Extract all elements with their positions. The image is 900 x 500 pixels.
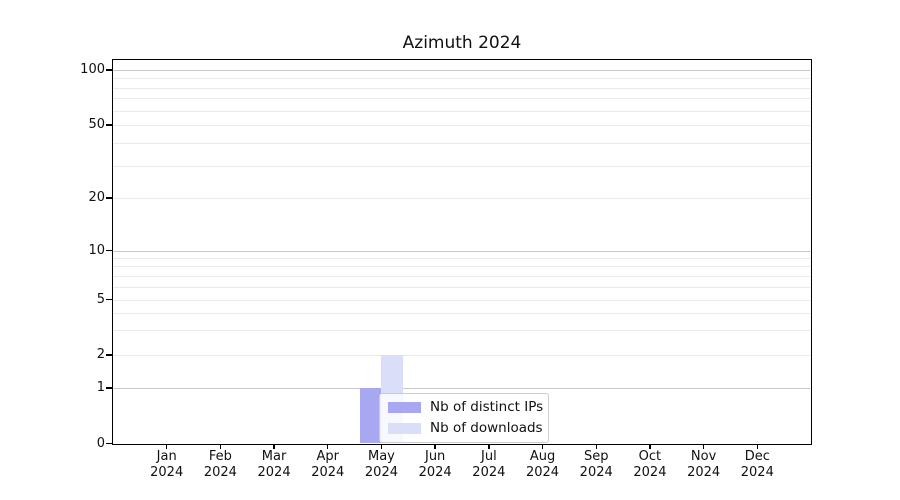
legend-entry: Nb of distinct IPs — [388, 399, 544, 415]
legend-label: Nb of downloads — [430, 420, 543, 436]
x-tick-label: Jul 2024 — [472, 449, 506, 480]
x-tick-label: Feb 2024 — [203, 449, 237, 480]
y-tick-mark — [106, 442, 112, 445]
y-tick-label: 100 — [80, 62, 105, 77]
x-tick-mark — [649, 444, 651, 449]
y-tick-mark — [106, 69, 112, 71]
chart-title: Azimuth 2024 — [402, 33, 522, 53]
gridline-major — [113, 388, 810, 389]
legend-entry: Nb of downloads — [388, 420, 543, 436]
gridline-minor — [113, 78, 810, 80]
legend-swatch-icon — [388, 422, 421, 434]
gridline-minor — [113, 98, 810, 100]
y-tick-mark — [106, 387, 112, 389]
x-tick-label: Dec 2024 — [740, 449, 774, 480]
y-tick-label: 2 — [96, 347, 105, 362]
gridline-minor — [113, 142, 810, 144]
x-tick-label: Apr 2024 — [311, 449, 345, 480]
gridline-minor — [113, 330, 810, 332]
x-tick-mark — [488, 444, 490, 449]
x-tick-label: Jun 2024 — [418, 449, 452, 480]
x-tick-mark — [541, 444, 544, 449]
x-tick-mark — [434, 444, 436, 449]
x-tick-label: Aug 2024 — [525, 449, 560, 480]
x-tick-label: May 2024 — [364, 449, 398, 480]
y-tick-mark — [106, 197, 112, 199]
y-tick-mark — [106, 354, 112, 356]
gridline-minor — [113, 198, 810, 199]
legend-label: Nb of distinct IPs — [430, 399, 544, 415]
legend-swatch-icon — [388, 401, 421, 413]
gridline-minor — [113, 266, 810, 268]
gridline-minor — [113, 286, 810, 288]
gridline-minor — [113, 275, 810, 277]
y-tick-label: 50 — [88, 117, 105, 132]
x-tick-label: Nov 2024 — [687, 449, 721, 480]
y-tick-label: 1 — [96, 380, 105, 395]
x-tick-label: Oct 2024 — [633, 449, 667, 480]
x-tick-label: Sep 2024 — [579, 449, 613, 480]
y-tick-mark — [106, 124, 112, 126]
plot-area — [112, 59, 812, 445]
x-tick-label: Jan 2024 — [150, 449, 184, 480]
x-tick-mark — [380, 444, 383, 449]
y-tick-mark — [106, 298, 112, 301]
x-tick-mark — [756, 444, 758, 449]
gridline-minor — [113, 257, 810, 259]
gridline-major — [113, 70, 810, 71]
y-tick-label: 5 — [96, 291, 105, 307]
gridline-minor — [113, 110, 810, 112]
gridline-minor — [113, 165, 810, 167]
gridline-minor — [113, 125, 810, 126]
gridline-minor — [113, 299, 810, 301]
gridline-minor — [113, 87, 810, 89]
y-tick-label: 10 — [88, 242, 105, 258]
gridline-minor — [113, 355, 810, 356]
y-tick-mark — [106, 249, 112, 252]
legend: Nb of distinct IPs Nb of downloads — [379, 393, 549, 443]
bar-nb-of-distinct-ips — [359, 388, 382, 443]
x-tick-mark — [219, 444, 222, 449]
x-tick-mark — [595, 444, 597, 449]
y-tick-label: 0 — [96, 435, 105, 451]
gridline-minor — [113, 313, 810, 315]
gridline-major — [113, 250, 810, 252]
x-tick-mark — [165, 444, 168, 449]
y-tick-label: 20 — [88, 190, 105, 205]
x-tick-mark — [327, 444, 329, 449]
x-tick-label: Mar 2024 — [257, 449, 291, 480]
x-tick-mark — [702, 444, 705, 449]
x-tick-mark — [273, 444, 275, 449]
